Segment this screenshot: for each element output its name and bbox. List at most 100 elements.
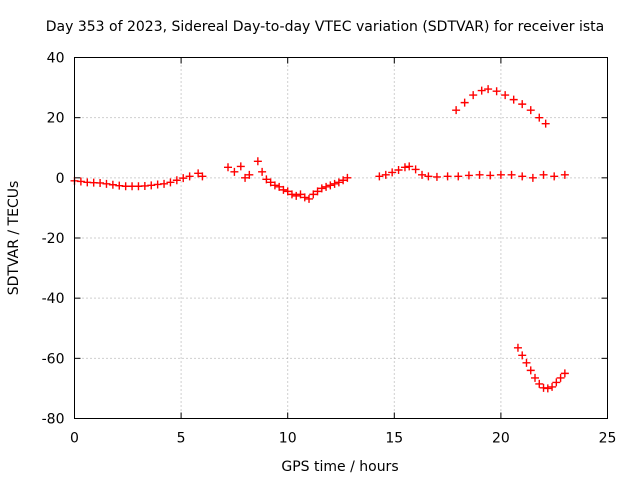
data-point (334, 178, 343, 187)
data-point (418, 170, 427, 179)
data-point (96, 178, 105, 187)
data-point (322, 182, 331, 191)
data-point (275, 182, 284, 191)
data-point (486, 171, 495, 180)
data-point (560, 170, 569, 179)
data-point (381, 170, 390, 179)
data-point (560, 369, 569, 378)
data-point (411, 165, 420, 174)
data-point (501, 91, 510, 100)
x-tick-label: 10 (279, 431, 297, 447)
data-point (283, 187, 292, 196)
data-point (305, 194, 314, 203)
data-point (245, 170, 254, 179)
data-point (541, 119, 550, 128)
data-point (166, 178, 175, 187)
data-point (179, 174, 188, 183)
data-point (548, 382, 557, 391)
data-point (230, 167, 239, 176)
data-point (535, 379, 544, 388)
data-point (330, 179, 339, 188)
data-point (484, 85, 493, 94)
data-point (518, 351, 527, 360)
data-point (522, 358, 531, 367)
data-point (160, 179, 169, 188)
y-axis-title: SDTVAR / TECUs (6, 181, 22, 296)
y-tick-label: -80 (42, 412, 65, 428)
data-point (262, 175, 271, 184)
data-point (292, 191, 301, 200)
data-point (556, 373, 565, 382)
data-point (317, 184, 326, 193)
data-point (550, 172, 559, 181)
y-tick-label: 20 (47, 111, 65, 127)
data-point (241, 173, 250, 182)
data-point (326, 181, 335, 190)
data-point (266, 178, 275, 187)
x-tick-label: 5 (177, 431, 186, 447)
data-point (270, 181, 279, 190)
y-tick-label: 0 (56, 171, 65, 187)
data-point (147, 181, 156, 190)
data-point (469, 91, 478, 100)
data-point (443, 172, 452, 181)
y-tick-label: -20 (42, 231, 65, 247)
data-point (300, 193, 309, 202)
data-point (172, 176, 181, 185)
chart-title: Day 353 of 2023, Sidereal Day-to-day VTE… (46, 19, 604, 35)
data-point (528, 173, 537, 182)
data-point (394, 166, 403, 175)
data-point (539, 170, 548, 179)
data-point (432, 172, 441, 181)
data-point (454, 172, 463, 181)
data-point (543, 384, 552, 393)
data-points (70, 85, 569, 393)
data-point (102, 179, 111, 188)
data-point (552, 378, 561, 387)
y-tick-label: -60 (42, 351, 65, 367)
y-tick-label: -40 (42, 291, 65, 307)
data-point (507, 170, 516, 179)
data-point (343, 173, 352, 182)
data-point (518, 172, 527, 181)
data-point (452, 106, 461, 115)
y-tick-label: 40 (47, 51, 65, 67)
data-point (496, 170, 505, 179)
data-point (513, 343, 522, 352)
data-point (185, 172, 194, 181)
x-tick-label: 15 (385, 431, 403, 447)
data-point (477, 86, 486, 95)
x-tick-label: 20 (492, 431, 510, 447)
data-point (475, 170, 484, 179)
data-point (258, 167, 267, 176)
data-point (198, 172, 207, 181)
data-point (460, 98, 469, 107)
plot-frame (74, 57, 608, 419)
data-point (492, 87, 501, 96)
data-point (236, 162, 245, 171)
data-point (309, 190, 318, 199)
data-point (518, 100, 527, 109)
data-point (509, 95, 518, 104)
data-point (287, 190, 296, 199)
data-point (224, 163, 233, 172)
x-tick-label: 25 (599, 431, 617, 447)
data-point (531, 373, 540, 382)
data-point (253, 157, 262, 166)
data-point (108, 180, 117, 189)
data-point (405, 162, 414, 171)
data-point (194, 169, 203, 178)
x-axis-title: GPS time / hours (281, 459, 398, 475)
data-point (339, 176, 348, 185)
tick-labels: 0 5 10 15 20 25 -80 -60 -40 -20 0 20 40 (42, 51, 617, 447)
grid (74, 57, 608, 419)
data-point (400, 163, 409, 172)
data-point (375, 172, 384, 181)
data-point (424, 172, 433, 181)
data-point (526, 106, 535, 115)
data-point (76, 177, 85, 186)
data-point (535, 113, 544, 122)
data-point (526, 366, 535, 375)
